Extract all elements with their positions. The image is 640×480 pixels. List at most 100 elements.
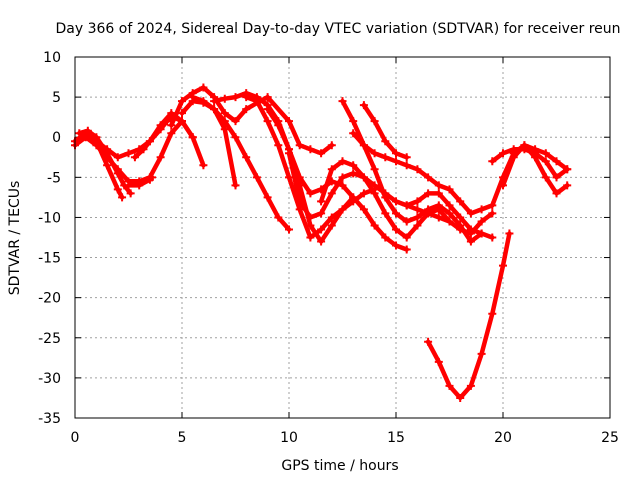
series-track-17 <box>359 101 411 162</box>
data-point <box>488 209 497 218</box>
grid-lines <box>75 57 610 418</box>
data-point <box>135 181 144 190</box>
y-axis-label: SDTVAR / TECUs <box>7 181 23 296</box>
data-point <box>317 237 326 246</box>
data-point <box>359 101 368 110</box>
x-tick-label: 15 <box>387 430 405 446</box>
data-point <box>359 141 368 150</box>
data-point <box>92 137 101 146</box>
data-point <box>188 93 197 102</box>
data-point <box>477 229 486 238</box>
data-point <box>306 189 315 198</box>
data-point <box>370 221 379 230</box>
data-point <box>220 94 229 103</box>
y-tick-label: -20 <box>38 291 61 307</box>
data-point <box>424 173 433 182</box>
series-track-9 <box>188 93 240 190</box>
data-point <box>456 197 465 206</box>
tick-labels: 0 5 10 15 20 25 10 5 0 -5 -10 -15 -20 -25 -30 -35 <box>38 50 619 446</box>
series-track-19 <box>424 229 514 402</box>
chart-title: Day 366 of 2024, Sidereal Day-to-day VTE… <box>55 21 620 37</box>
data-point <box>552 189 561 198</box>
data-point <box>413 221 422 230</box>
data-point <box>499 149 507 158</box>
data-point <box>445 217 454 226</box>
data-point <box>552 173 561 182</box>
data-point <box>139 145 148 154</box>
data-point <box>199 97 208 106</box>
data-point <box>295 141 304 150</box>
data-point <box>167 121 176 130</box>
data-point <box>178 117 186 126</box>
data-point <box>156 153 165 162</box>
data-point <box>402 201 411 210</box>
data-point <box>445 381 454 390</box>
data-point <box>317 209 326 218</box>
data-point <box>392 241 400 250</box>
data-point <box>327 165 336 174</box>
data-point <box>242 93 251 102</box>
data-point <box>231 117 240 126</box>
data-point <box>563 181 572 190</box>
data-point <box>349 193 358 202</box>
data-point <box>381 153 390 162</box>
x-tick-label: 10 <box>280 430 298 446</box>
data-point <box>285 225 293 234</box>
y-tick-label: 0 <box>52 130 61 146</box>
x-tick-label: 0 <box>71 430 80 446</box>
data-point <box>413 205 422 214</box>
data-point <box>359 189 368 198</box>
y-tick-label: -10 <box>38 210 61 226</box>
data-point <box>126 189 135 198</box>
data-point <box>317 197 326 206</box>
x-tick-label: 25 <box>601 430 619 446</box>
data-point <box>306 213 315 222</box>
data-point <box>402 245 411 254</box>
data-point <box>338 157 347 166</box>
data-point <box>359 205 368 214</box>
y-tick-label: 5 <box>52 90 61 106</box>
data-point <box>402 153 411 162</box>
data-point <box>274 141 283 150</box>
data-point <box>488 309 497 318</box>
data-point <box>338 97 347 106</box>
data-point <box>370 117 379 126</box>
data-point <box>210 105 219 114</box>
data-point <box>392 209 400 218</box>
data-point <box>466 381 475 390</box>
y-tick-label: -30 <box>38 371 61 387</box>
data-point <box>505 229 514 238</box>
data-point <box>156 125 165 134</box>
data-point <box>188 133 197 142</box>
data-point <box>456 213 465 222</box>
data-point <box>252 97 261 106</box>
data-point <box>113 185 122 194</box>
data-point <box>231 93 240 102</box>
data-point <box>242 153 251 162</box>
data-point <box>381 137 390 146</box>
data-point <box>178 109 186 118</box>
data-point <box>402 233 411 242</box>
data-point <box>317 225 326 234</box>
y-tick-label: -25 <box>38 331 61 347</box>
data-point <box>231 181 240 190</box>
data-point <box>531 153 540 162</box>
data-point <box>563 165 572 174</box>
y-tick-label: -5 <box>47 170 61 186</box>
data-point <box>402 161 411 170</box>
data-point <box>445 201 454 210</box>
data-point <box>466 225 475 234</box>
data-point <box>231 133 240 142</box>
data-point <box>359 173 368 182</box>
data-point <box>488 201 497 210</box>
data-point <box>103 161 112 170</box>
data-point <box>306 233 315 242</box>
data-point <box>477 349 486 358</box>
data-point <box>124 181 133 190</box>
data-point <box>130 153 139 162</box>
data-point <box>263 117 272 126</box>
series-track-16 <box>349 129 572 218</box>
series-track-21 <box>499 141 572 198</box>
data-point <box>434 189 443 198</box>
